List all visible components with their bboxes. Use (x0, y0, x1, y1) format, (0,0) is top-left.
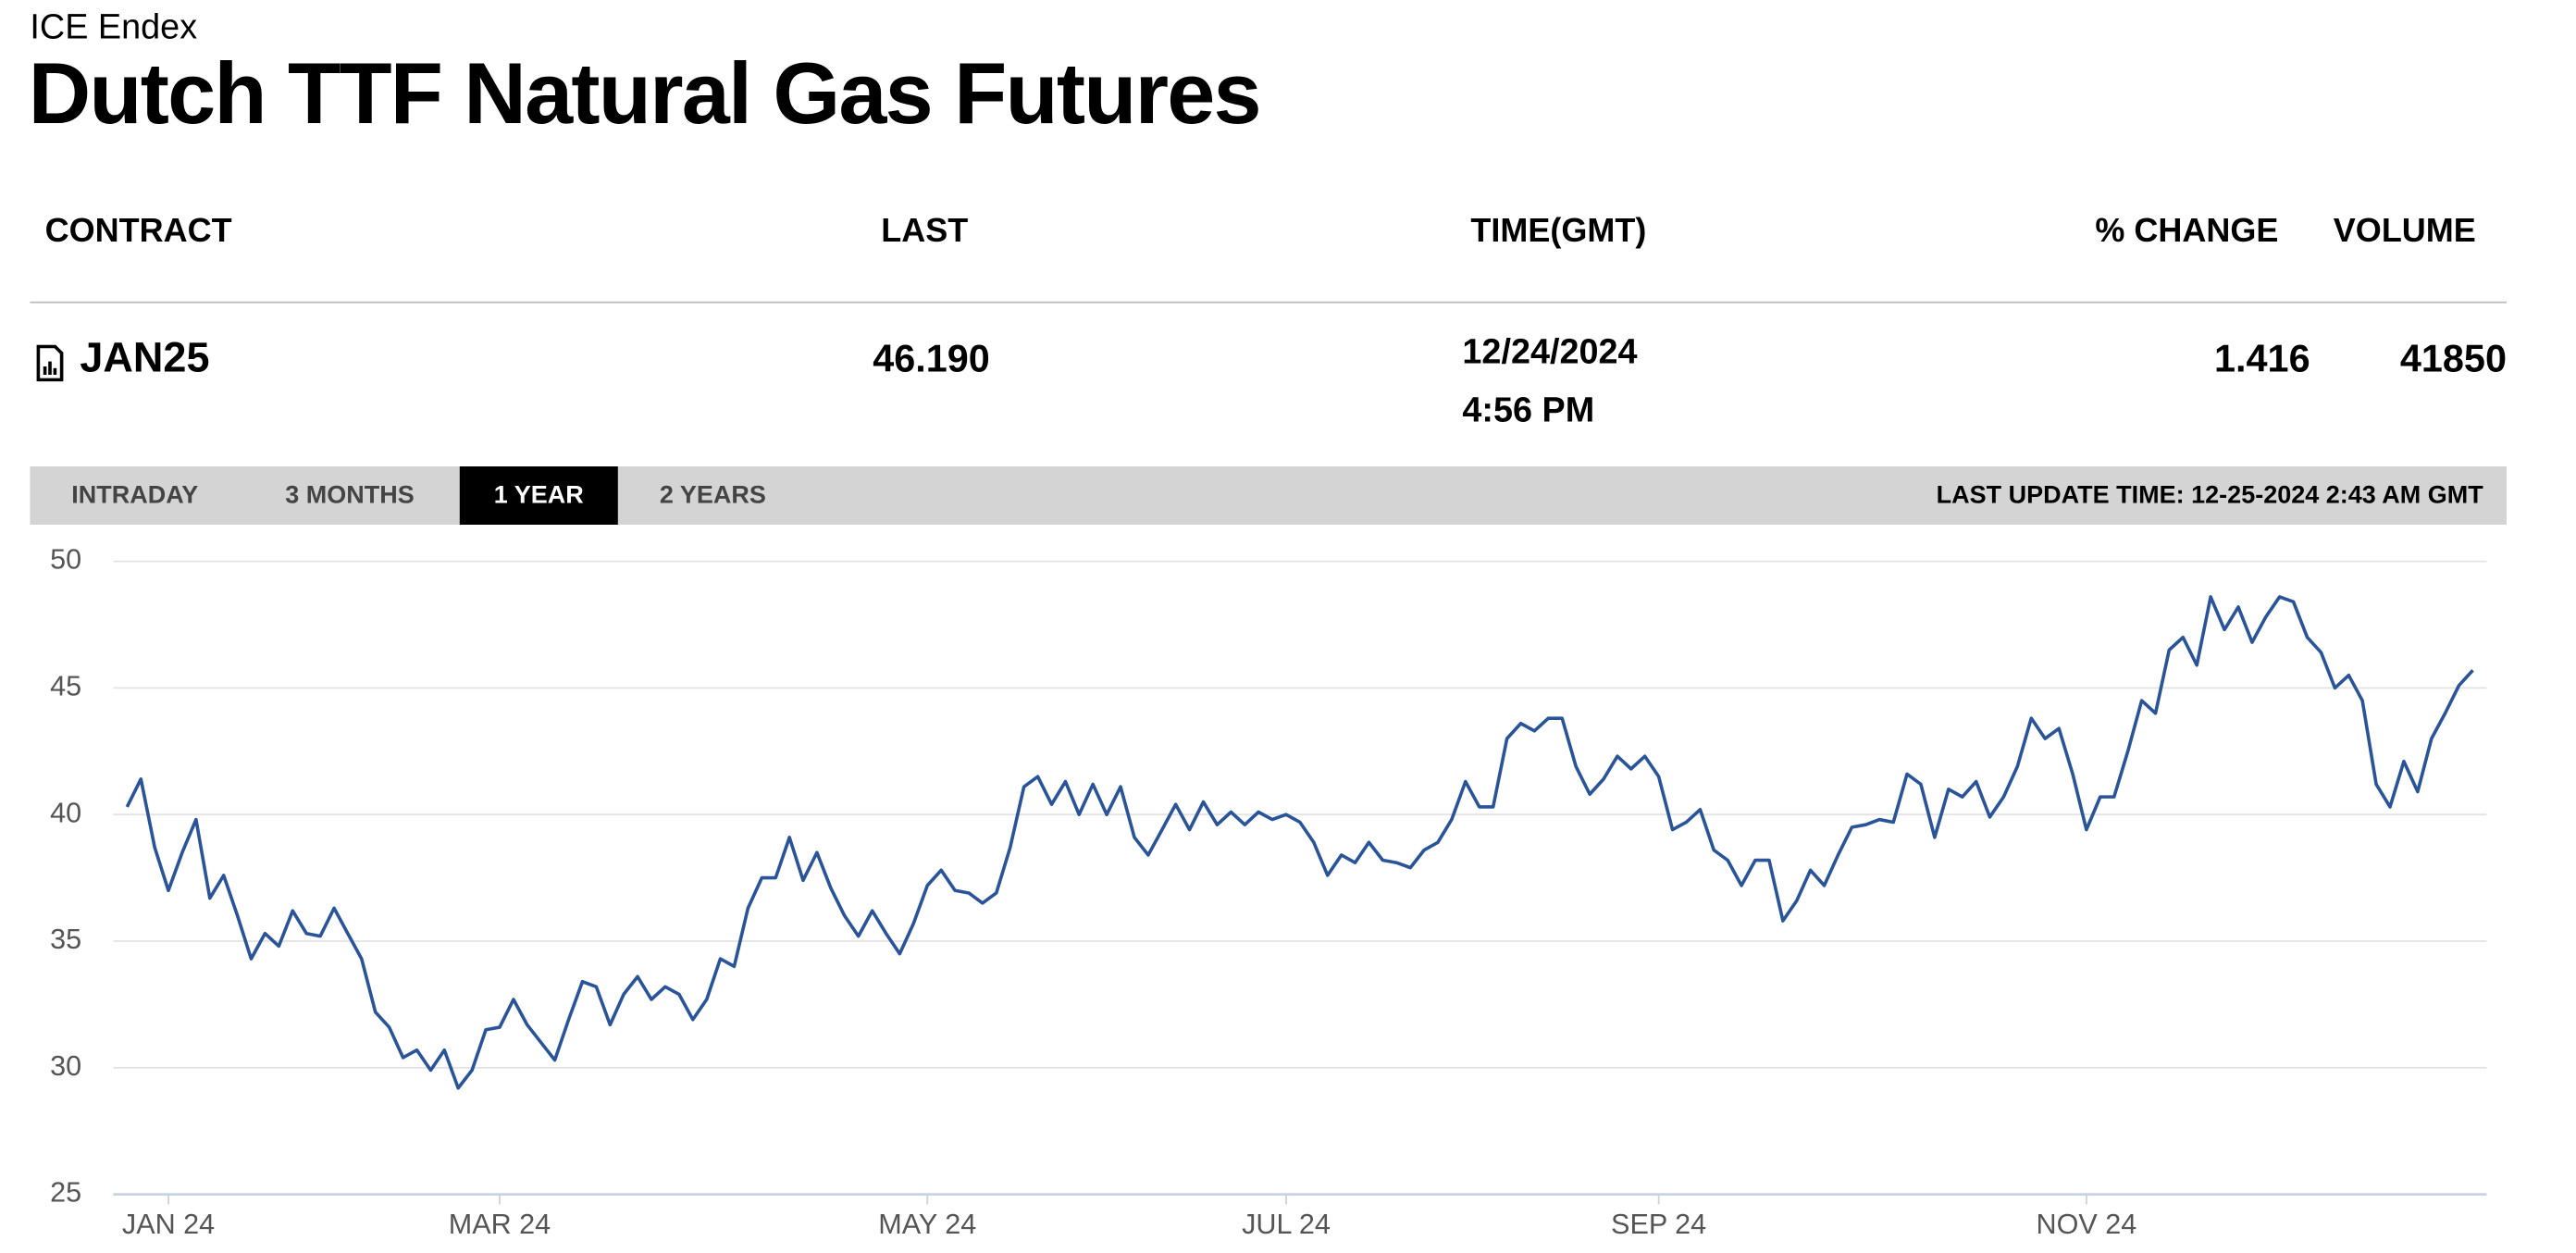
y-tick-label: 45 (50, 670, 81, 701)
percent-change: 1.416 (2213, 336, 2310, 380)
x-tick-label: JUL 24 (1242, 1209, 1331, 1240)
tab[interactable]: 2 YEARS (659, 481, 766, 510)
column-header: VOLUME (2333, 213, 2476, 250)
chart-icon[interactable] (35, 344, 65, 382)
divider (30, 301, 2508, 304)
time: 4:56 PM (1462, 391, 1595, 430)
column-header: % CHANGE (2095, 213, 2279, 250)
y-tick-label: 25 (50, 1177, 81, 1209)
date: 12/24/2024 (1462, 333, 1638, 372)
x-tick-label: MAR 24 (449, 1209, 551, 1240)
price-line (125, 595, 2474, 1090)
column-header: CONTRACT (44, 213, 232, 250)
column-header: TIME(GMT) (1470, 213, 1647, 250)
last-price: 46.190 (873, 336, 990, 380)
x-tick-label: NOV 24 (2037, 1209, 2137, 1240)
page-title: Dutch TTF Natural Gas Futures (28, 46, 1262, 143)
volume: 41850 (2399, 336, 2507, 380)
x-tick-label: MAY 24 (878, 1209, 976, 1240)
y-tick-label: 40 (50, 797, 81, 828)
tab[interactable]: 1 YEAR (459, 466, 618, 525)
column-header: LAST (881, 213, 969, 250)
y-tick-label: 35 (50, 924, 81, 955)
tab-bar: INTRADAY 3 MONTHS 1 YEAR 2 YEARS LAST UP… (30, 466, 2508, 525)
last-update: LAST UPDATE TIME: 12-25-2024 2:43 AM GMT (1936, 481, 2483, 510)
tab[interactable]: 3 MONTHS (285, 481, 415, 510)
y-tick-label: 30 (50, 1050, 81, 1082)
y-tick-label: 50 (50, 544, 81, 576)
tab[interactable]: INTRADAY (71, 481, 199, 510)
x-tick-label: JAN 24 (122, 1209, 215, 1240)
exchange: ICE Endex (30, 8, 198, 47)
x-tick-label: SEP 24 (1611, 1209, 1706, 1240)
contract[interactable]: JAN25 (80, 334, 210, 382)
